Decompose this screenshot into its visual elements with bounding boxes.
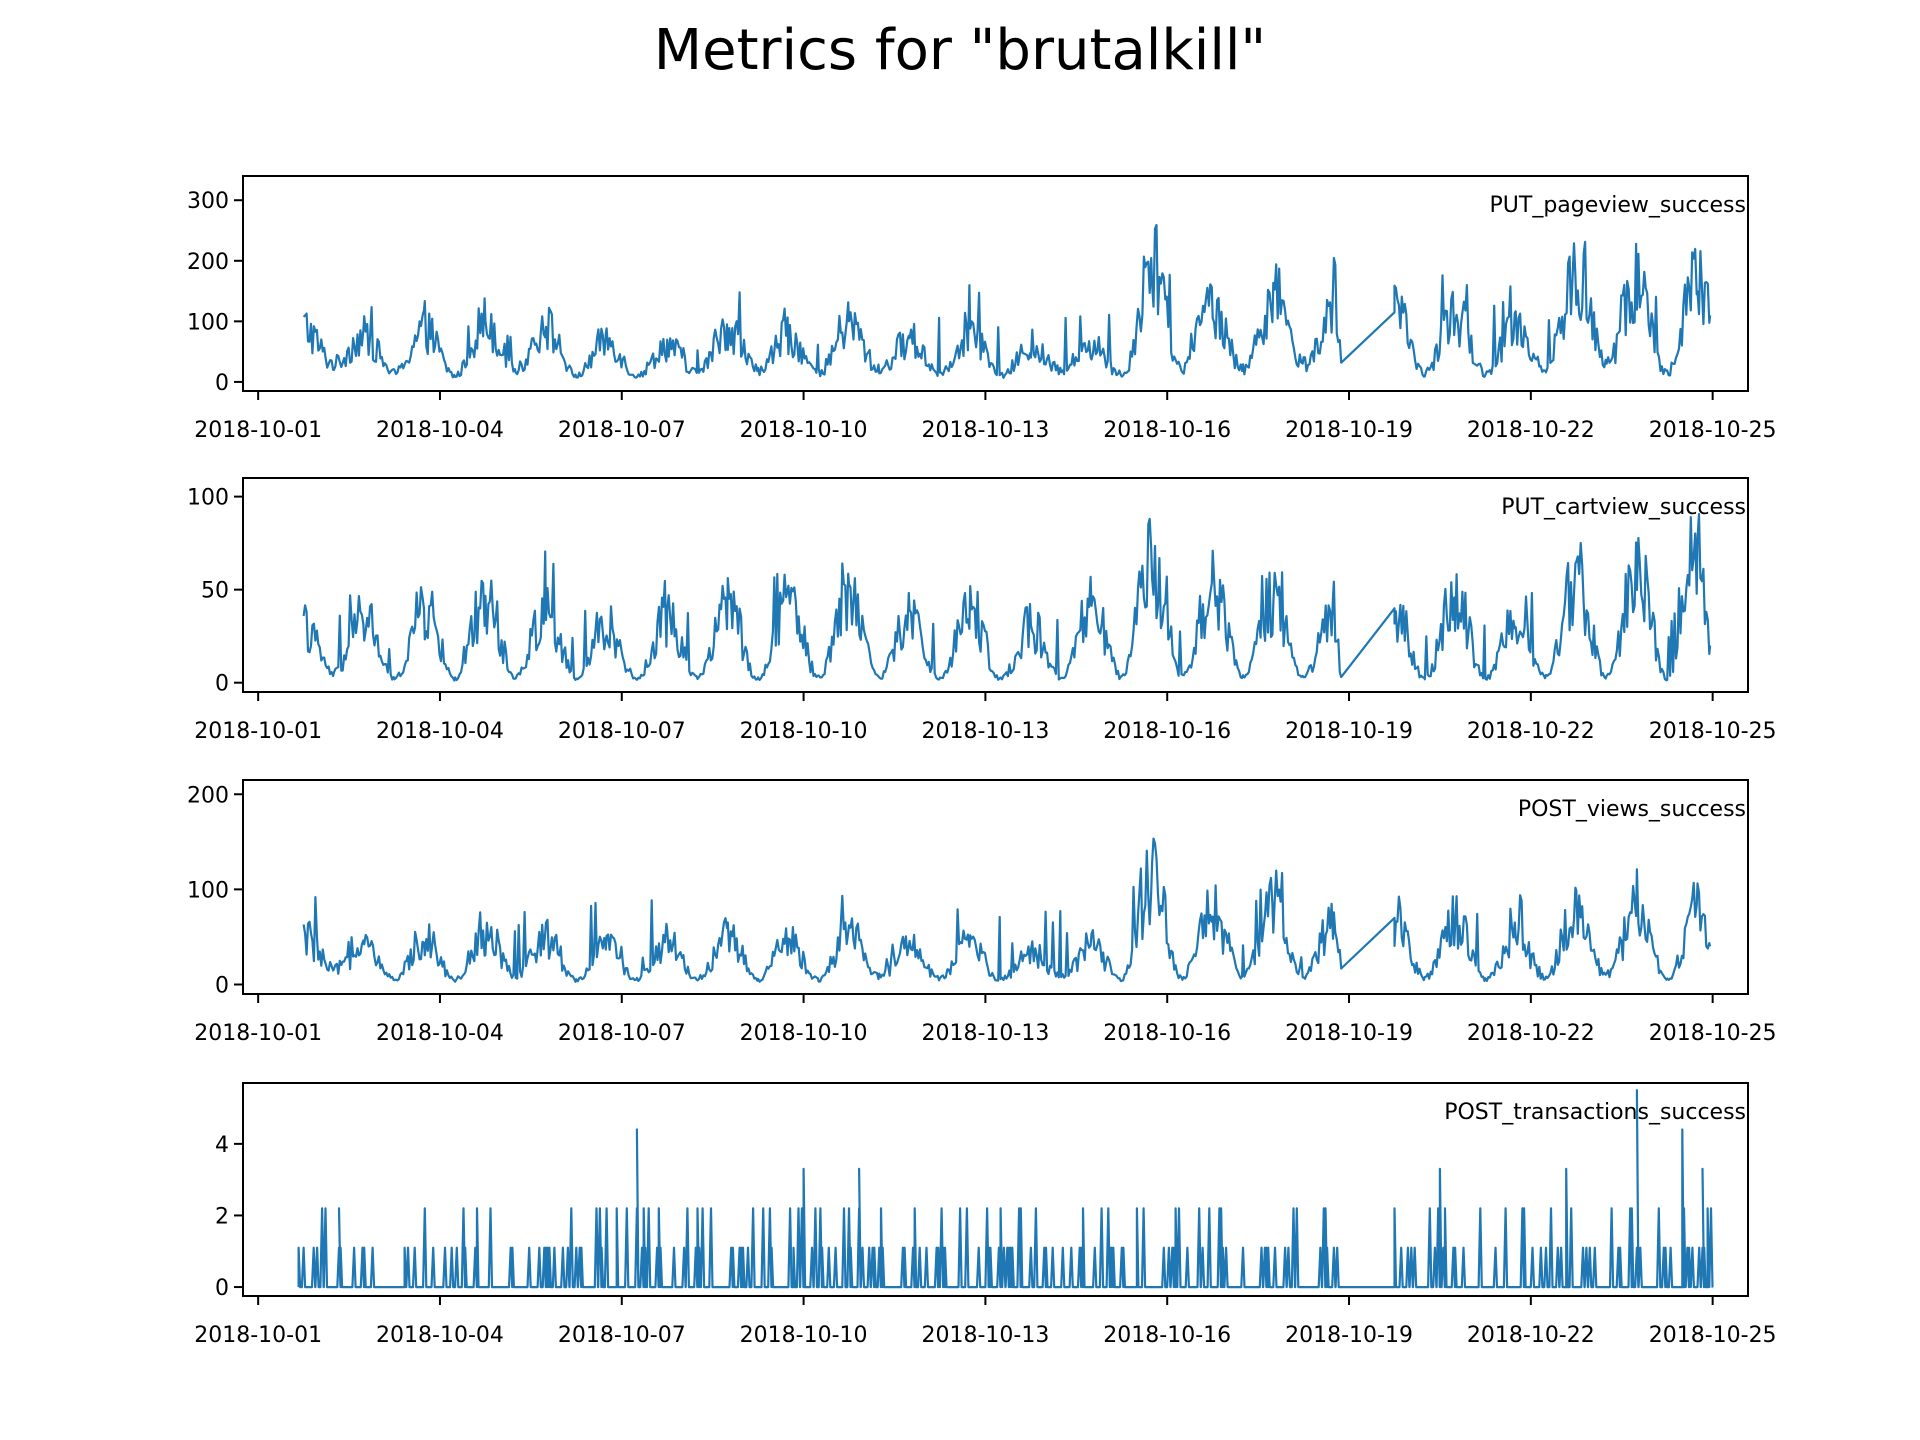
x-tick-label: 2018-10-25 xyxy=(1649,418,1777,443)
x-tick-label: 2018-10-04 xyxy=(376,719,504,744)
y-tick-label: 300 xyxy=(187,189,229,214)
x-tick-label: 2018-10-16 xyxy=(1103,1323,1231,1348)
x-tick-label: 2018-10-19 xyxy=(1285,1323,1413,1348)
x-tick-label: 2018-10-22 xyxy=(1467,1323,1595,1348)
x-tick-label: 2018-10-16 xyxy=(1103,719,1231,744)
plot-frame-2 xyxy=(242,477,1749,693)
x-tick-label: 2018-10-01 xyxy=(194,1021,322,1046)
x-tick-label: 2018-10-04 xyxy=(376,1323,504,1348)
x-tick-label: 2018-10-07 xyxy=(558,1021,686,1046)
y-tick-label: 0 xyxy=(215,973,229,998)
series-label: POST_views_success xyxy=(1518,797,1746,822)
y-tick-label: 0 xyxy=(215,672,229,697)
y-tick-label: 4 xyxy=(215,1133,229,1158)
x-tick-label: 2018-10-19 xyxy=(1285,1021,1413,1046)
series-line-POST_views_success xyxy=(302,837,1712,983)
y-tick-label: 0 xyxy=(215,1276,229,1301)
x-tick-label: 2018-10-01 xyxy=(194,418,322,443)
x-tick-label: 2018-10-10 xyxy=(740,1323,868,1348)
x-tick-label: 2018-10-01 xyxy=(194,719,322,744)
x-tick-label: 2018-10-19 xyxy=(1285,719,1413,744)
x-tick-label: 2018-10-19 xyxy=(1285,418,1413,443)
x-tick-label: 2018-10-10 xyxy=(740,719,868,744)
plot-frame-3 xyxy=(242,779,1749,995)
x-tick-label: 2018-10-25 xyxy=(1649,1323,1777,1348)
x-tick-label: 2018-10-07 xyxy=(558,719,686,744)
x-tick-label: 2018-10-13 xyxy=(921,1021,1049,1046)
series-label: POST_transactions_success xyxy=(1444,1100,1746,1125)
series-label: PUT_pageview_success xyxy=(1490,193,1746,218)
x-tick-label: 2018-10-16 xyxy=(1103,418,1231,443)
y-tick-label: 50 xyxy=(201,579,229,604)
y-tick-label: 100 xyxy=(187,310,229,335)
plot-frame-1 xyxy=(242,175,1749,392)
x-tick-label: 2018-10-13 xyxy=(921,418,1049,443)
x-tick-label: 2018-10-07 xyxy=(558,1323,686,1348)
series-line-POST_transactions_success xyxy=(297,1089,1714,1289)
series-label: PUT_cartview_success xyxy=(1501,495,1746,520)
x-tick-label: 2018-10-04 xyxy=(376,418,504,443)
x-tick-label: 2018-10-13 xyxy=(921,1323,1049,1348)
x-tick-label: 2018-10-07 xyxy=(558,418,686,443)
y-tick-label: 2 xyxy=(215,1204,229,1229)
y-tick-label: 0 xyxy=(215,371,229,396)
x-tick-label: 2018-10-25 xyxy=(1649,719,1777,744)
series-line-PUT_cartview_success xyxy=(302,513,1712,682)
x-tick-label: 2018-10-13 xyxy=(921,719,1049,744)
x-tick-label: 2018-10-01 xyxy=(194,1323,322,1348)
y-tick-label: 100 xyxy=(187,878,229,903)
plot-frame-4 xyxy=(242,1082,1749,1297)
x-tick-label: 2018-10-16 xyxy=(1103,1021,1231,1046)
x-tick-label: 2018-10-22 xyxy=(1467,719,1595,744)
y-tick-label: 200 xyxy=(187,250,229,275)
x-tick-label: 2018-10-22 xyxy=(1467,1021,1595,1046)
x-tick-label: 2018-10-10 xyxy=(740,1021,868,1046)
y-tick-label: 100 xyxy=(187,486,229,511)
x-tick-label: 2018-10-22 xyxy=(1467,418,1595,443)
figure-title: Metrics for "brutalkill" xyxy=(653,18,1267,83)
x-tick-label: 2018-10-04 xyxy=(376,1021,504,1046)
y-tick-label: 200 xyxy=(187,783,229,808)
x-tick-label: 2018-10-25 xyxy=(1649,1021,1777,1046)
series-line-PUT_pageview_success xyxy=(302,223,1712,379)
x-tick-label: 2018-10-10 xyxy=(740,418,868,443)
